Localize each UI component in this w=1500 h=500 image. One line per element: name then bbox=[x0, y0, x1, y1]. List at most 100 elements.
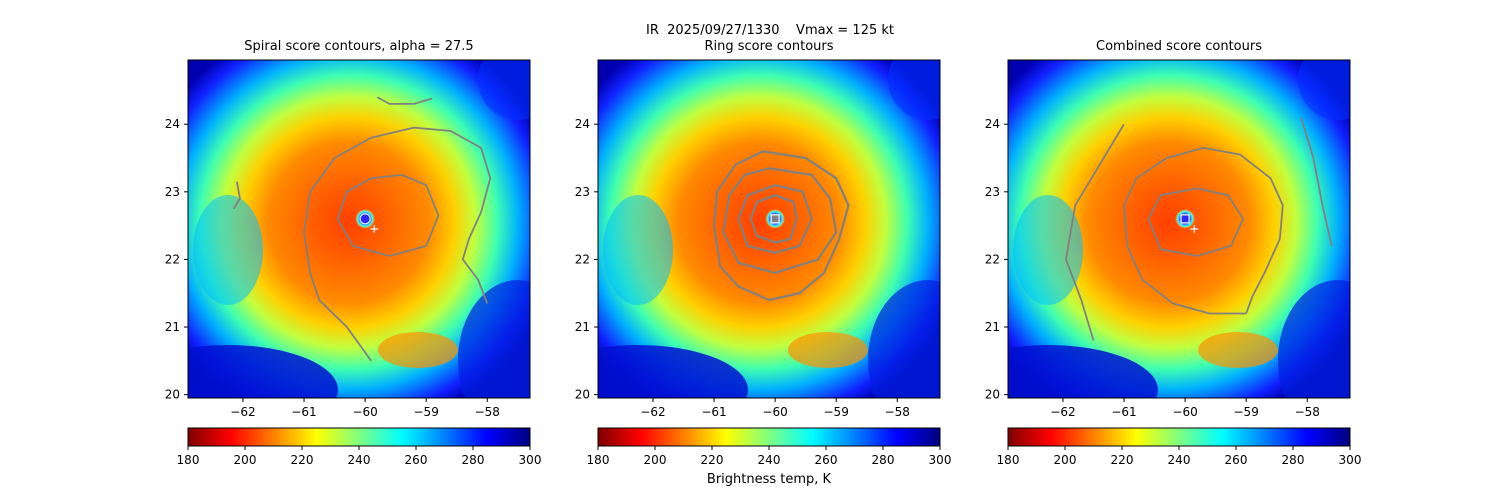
x-tick-label: −61 bbox=[701, 405, 726, 419]
x-tick-label: −62 bbox=[640, 405, 665, 419]
contour-west-fragment bbox=[233, 181, 241, 210]
figure-suptitle: IR 2025/09/27/1330 Vmax = 125 kt bbox=[646, 23, 894, 38]
contour-north-fragment bbox=[376, 96, 433, 105]
cool-band-w bbox=[193, 195, 263, 305]
y-tick-label: 23 bbox=[985, 185, 1000, 199]
colorbar-tick-label: 300 bbox=[519, 453, 542, 467]
colorbar-tick-label: 240 bbox=[1168, 453, 1191, 467]
warm-band-s bbox=[1198, 332, 1278, 368]
cold-region-se bbox=[1278, 280, 1350, 398]
x-tick-label: −58 bbox=[885, 405, 910, 419]
cold-region-ne bbox=[1298, 60, 1350, 120]
y-tick-label: 24 bbox=[575, 117, 590, 131]
panel-title-spiral: Spiral score contours, alpha = 27.5 bbox=[244, 39, 474, 54]
panel-title-combined: Combined score contours bbox=[1096, 39, 1262, 54]
contour-ring-3 bbox=[722, 167, 838, 275]
colorbar-tick-label: 280 bbox=[1282, 453, 1305, 467]
ir-image bbox=[1008, 60, 1350, 398]
colorbar-tick-label: 280 bbox=[872, 453, 895, 467]
x-tick-label: −61 bbox=[291, 405, 316, 419]
panel-title-ring: Ring score contours bbox=[704, 39, 834, 54]
colorbar-tick-label: 240 bbox=[348, 453, 371, 467]
x-tick-label: −59 bbox=[824, 405, 849, 419]
warm-band-s bbox=[378, 332, 458, 368]
colorbar-tick-label: 220 bbox=[701, 453, 724, 467]
colorbar bbox=[597, 427, 941, 447]
colorbar-tick-label: 200 bbox=[1054, 453, 1077, 467]
y-tick-label: 23 bbox=[575, 185, 590, 199]
cold-region-sw bbox=[598, 345, 748, 398]
colorbar-tick-label: 300 bbox=[1339, 453, 1362, 467]
axes-frame bbox=[1007, 59, 1351, 399]
contour-ring-4 bbox=[712, 150, 850, 302]
contour-outer-ring bbox=[303, 126, 492, 304]
y-tick-label: 22 bbox=[165, 252, 180, 266]
cold-region-ne bbox=[888, 60, 940, 120]
y-tick-label: 21 bbox=[575, 320, 590, 334]
contour-ring-2 bbox=[737, 184, 813, 254]
x-tick-label: −58 bbox=[1295, 405, 1320, 419]
colorbar-tick-label: 260 bbox=[405, 453, 428, 467]
colorbar bbox=[1007, 427, 1351, 447]
y-tick-label: 24 bbox=[165, 117, 180, 131]
best-track-plus bbox=[370, 225, 379, 233]
contour-outer-ring bbox=[1123, 146, 1284, 315]
warm-band-s bbox=[788, 332, 868, 368]
cold-region-sw bbox=[1008, 345, 1158, 398]
cold-region-se bbox=[458, 280, 530, 398]
cool-band-w bbox=[603, 195, 673, 305]
x-tick-label: −60 bbox=[352, 405, 377, 419]
x-tick-label: −60 bbox=[762, 405, 787, 419]
colorbar-tick-label: 260 bbox=[815, 453, 838, 467]
cold-region-ne bbox=[478, 60, 530, 120]
x-tick-label: −62 bbox=[1050, 405, 1075, 419]
cold-region-sw bbox=[188, 345, 338, 398]
colorbar-tick-label: 260 bbox=[1225, 453, 1248, 467]
colorbar bbox=[187, 427, 531, 447]
colorbar-tick-label: 220 bbox=[291, 453, 314, 467]
contour-inner-ring bbox=[1147, 187, 1245, 257]
panel-2: −62 −61 −60 −59 −58 20 21 22 23 24 180 200 220 240 260… bbox=[985, 59, 1362, 467]
colorbar-tick-label: 180 bbox=[177, 453, 200, 467]
axes-frame bbox=[187, 59, 531, 399]
y-tick-label: 23 bbox=[165, 185, 180, 199]
axes-frame bbox=[597, 59, 941, 399]
x-tick-label: −58 bbox=[475, 405, 500, 419]
y-tick-label: 20 bbox=[165, 388, 180, 402]
colorbar-tick-label: 280 bbox=[462, 453, 485, 467]
colorbar-tick-label: 200 bbox=[234, 453, 257, 467]
colorbar-tick-label: 220 bbox=[1111, 453, 1134, 467]
y-tick-label: 21 bbox=[165, 320, 180, 334]
contour-west-spiral bbox=[1065, 123, 1125, 341]
colorbar-label: Brightness temp, K bbox=[706, 472, 832, 487]
y-tick-label: 24 bbox=[985, 117, 1000, 131]
ir-image bbox=[188, 60, 530, 398]
x-tick-label: −62 bbox=[230, 405, 255, 419]
colorbar-tick-label: 200 bbox=[644, 453, 667, 467]
colorbar-tick-label: 240 bbox=[758, 453, 781, 467]
x-tick-label: −59 bbox=[414, 405, 439, 419]
center-marker-circle bbox=[359, 213, 371, 225]
ir-image bbox=[598, 60, 940, 398]
contour-east-spiral bbox=[1300, 117, 1333, 247]
y-tick-label: 21 bbox=[985, 320, 1000, 334]
colorbar-tick-label: 180 bbox=[587, 453, 610, 467]
contour-inner-ring bbox=[336, 174, 440, 257]
panel-1: −62 −61 −60 −59 −58 20 21 22 23 24 180 200 220 240 260… bbox=[575, 59, 952, 467]
y-tick-label: 22 bbox=[575, 252, 590, 266]
panel-0: −62 −61 −60 −59 −58 20 21 22 23 24 180 200 220 240 260… bbox=[165, 59, 542, 467]
center-marker-square bbox=[770, 214, 780, 224]
contour-ring-1 bbox=[749, 194, 798, 244]
center-marker-square bbox=[1180, 214, 1190, 224]
best-track-plus bbox=[1190, 225, 1199, 233]
y-tick-label: 20 bbox=[985, 388, 1000, 402]
colorbar-tick-label: 300 bbox=[929, 453, 952, 467]
x-tick-label: −60 bbox=[1172, 405, 1197, 419]
contour-outer-spiral bbox=[309, 272, 372, 362]
cool-band-w bbox=[1013, 195, 1083, 305]
x-tick-label: −59 bbox=[1234, 405, 1259, 419]
y-tick-label: 20 bbox=[575, 388, 590, 402]
x-tick-label: −61 bbox=[1111, 405, 1136, 419]
colorbar-tick-label: 180 bbox=[997, 453, 1020, 467]
